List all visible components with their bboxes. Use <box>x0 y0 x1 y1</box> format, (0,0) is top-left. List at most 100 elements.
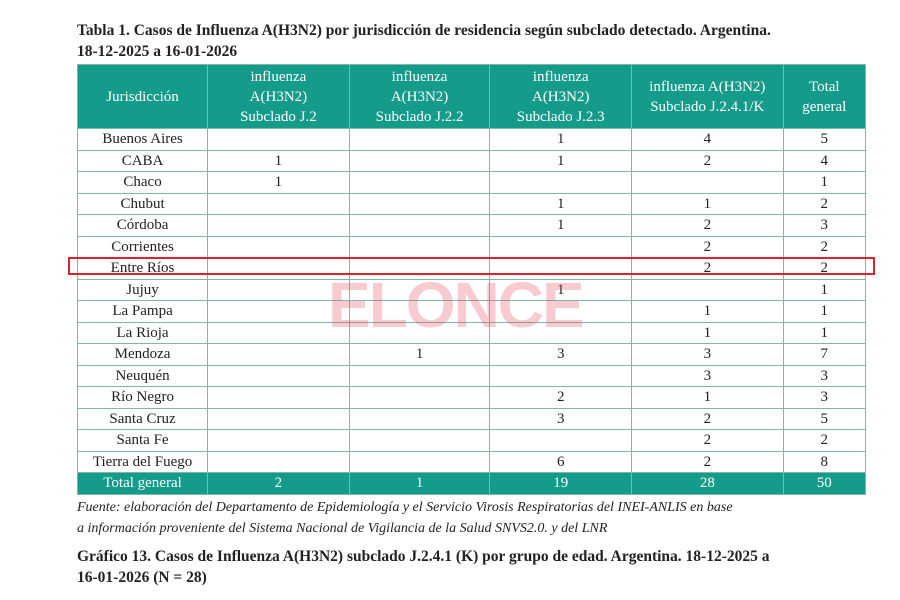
count-cell <box>207 450 350 473</box>
count-cell <box>489 300 633 323</box>
count-cell <box>348 214 491 237</box>
table-row: Córdoba 1 2 3 <box>76 214 867 237</box>
count-cell <box>207 192 350 215</box>
table-header: Jurisdicción influenza A(H3N2) Subclado J… <box>76 64 867 129</box>
header-cell: influenza A(H3N2) Subclado J.2.4.1/K <box>631 64 784 129</box>
header-cell: influenza A(H3N2) Subclado J.2.3 <box>489 64 633 129</box>
table-row: Corrientes 2 2 <box>76 235 867 258</box>
table-row: Chaco 1 1 <box>76 171 867 194</box>
total-cell: 28 <box>631 472 784 495</box>
table-row: Buenos Aires 1 4 5 <box>76 128 867 151</box>
count-cell <box>348 149 491 172</box>
count-cell <box>489 429 633 452</box>
next-caption: Gráfico 13. Casos de Influenza A(H3N2) s… <box>77 548 770 586</box>
count-cell <box>207 235 350 258</box>
count-cell: 3 <box>782 364 867 387</box>
table-caption: Tabla 1. Casos de Influenza A(H3N2) por … <box>77 22 771 60</box>
count-cell <box>489 364 633 387</box>
count-cell: 2 <box>782 429 867 452</box>
table-row: Mendoza 1 3 3 7 <box>76 343 867 366</box>
table-body: Buenos Aires 1 4 5 CABA 1 1 2 4 Chaco 1 1 Chubut 1 1 2 C… <box>76 128 867 495</box>
count-cell <box>348 235 491 258</box>
count-cell: 2 <box>631 214 784 237</box>
table-row: Neuquén 3 3 <box>76 364 867 387</box>
jurisdiction-cell: Neuquén <box>76 364 209 387</box>
jurisdiction-cell: Santa Fe <box>76 429 209 452</box>
count-cell: 1 <box>489 214 633 237</box>
table-row: La Pampa 1 1 <box>76 300 867 323</box>
count-cell: 1 <box>489 192 633 215</box>
jurisdiction-cell: Chubut <box>76 192 209 215</box>
jurisdiction-cell: Buenos Aires <box>76 128 209 151</box>
jurisdiction-cell: La Rioja <box>76 321 209 344</box>
total-cell: 50 <box>782 472 867 495</box>
header-row: Jurisdicción influenza A(H3N2) Subclado J… <box>76 64 867 129</box>
count-cell: 2 <box>631 235 784 258</box>
jurisdiction-cell: CABA <box>76 149 209 172</box>
count-cell: 3 <box>489 407 633 430</box>
count-cell: 3 <box>782 386 867 409</box>
count-cell <box>348 364 491 387</box>
jurisdiction-cell: La Pampa <box>76 300 209 323</box>
count-cell <box>348 386 491 409</box>
jurisdiction-cell: Córdoba <box>76 214 209 237</box>
count-cell <box>489 171 633 194</box>
count-cell: 1 <box>782 278 867 301</box>
count-cell <box>207 407 350 430</box>
table-row: Santa Fe 2 2 <box>76 429 867 452</box>
total-cell: 1 <box>348 472 491 495</box>
count-cell: 1 <box>782 321 867 344</box>
count-cell: 1 <box>631 192 784 215</box>
jurisdiction-cell: Tierra del Fuego <box>76 450 209 473</box>
count-cell <box>207 429 350 452</box>
header-cell: influenza A(H3N2) Subclado J.2 <box>207 64 350 129</box>
count-cell <box>207 386 350 409</box>
count-cell <box>207 364 350 387</box>
table-row: La Rioja 1 1 <box>76 321 867 344</box>
count-cell <box>207 128 350 151</box>
count-cell <box>207 300 350 323</box>
table-row: Jujuy 1 1 <box>76 278 867 301</box>
count-cell <box>348 300 491 323</box>
jurisdiction-cell: Mendoza <box>76 343 209 366</box>
total-cell: 19 <box>489 472 633 495</box>
jurisdiction-cell: Jujuy <box>76 278 209 301</box>
count-cell <box>348 128 491 151</box>
table-row: Chubut 1 1 2 <box>76 192 867 215</box>
count-cell: 1 <box>207 171 350 194</box>
count-cell <box>207 278 350 301</box>
count-cell <box>348 278 491 301</box>
count-cell <box>207 214 350 237</box>
count-cell <box>348 429 491 452</box>
count-cell <box>207 321 350 344</box>
count-cell: 7 <box>782 343 867 366</box>
count-cell: 2 <box>782 192 867 215</box>
table-row: CABA 1 1 2 4 <box>76 149 867 172</box>
count-cell: 2 <box>782 235 867 258</box>
jurisdiction-cell: Corrientes <box>76 235 209 258</box>
total-row: Total general 2 1 19 28 50 <box>76 472 867 495</box>
count-cell: 1 <box>631 300 784 323</box>
count-cell <box>348 171 491 194</box>
count-cell <box>489 321 633 344</box>
count-cell: 1 <box>631 386 784 409</box>
count-cell <box>348 321 491 344</box>
count-cell: 2 <box>631 429 784 452</box>
count-cell: 2 <box>489 386 633 409</box>
header-cell: influenza A(H3N2) Subclado J.2.2 <box>348 64 491 129</box>
source-note: Fuente: elaboración del Departamento de … <box>77 500 733 536</box>
count-cell <box>631 278 784 301</box>
count-cell: 1 <box>207 149 350 172</box>
count-cell <box>348 450 491 473</box>
count-cell: 6 <box>489 450 633 473</box>
highlight-box <box>68 257 875 275</box>
jurisdiction-cell: Chaco <box>76 171 209 194</box>
count-cell: 5 <box>782 407 867 430</box>
header-cell: Jurisdicción <box>76 64 209 129</box>
count-cell: 5 <box>782 128 867 151</box>
count-cell: 3 <box>489 343 633 366</box>
count-cell: 2 <box>631 407 784 430</box>
count-cell: 4 <box>782 149 867 172</box>
count-cell: 8 <box>782 450 867 473</box>
